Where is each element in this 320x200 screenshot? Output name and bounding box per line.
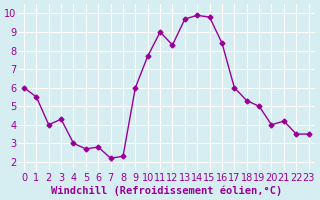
X-axis label: Windchill (Refroidissement éolien,°C): Windchill (Refroidissement éolien,°C)	[51, 185, 282, 196]
